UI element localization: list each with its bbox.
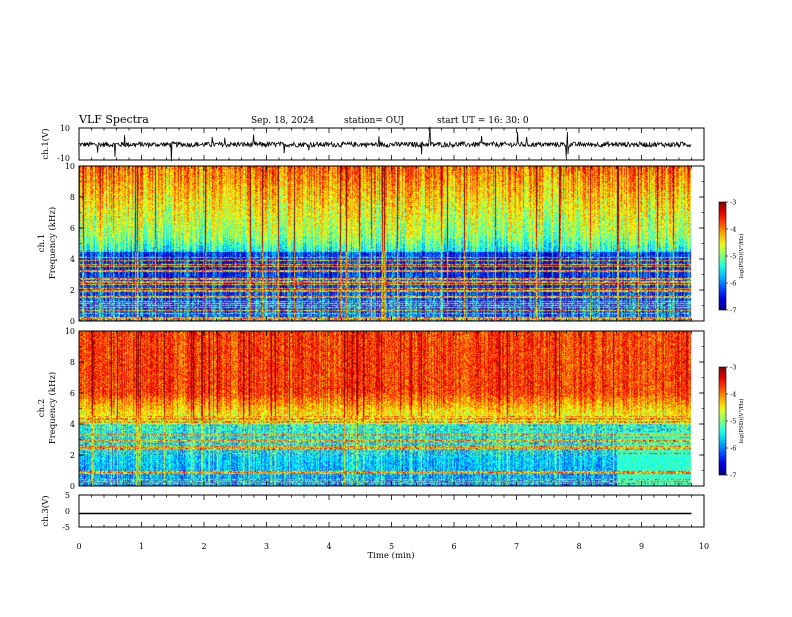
panel-ch3-waveform: 5 0 -5 ch.3(V) xyxy=(40,491,705,532)
ch3-ytick-top: 5 xyxy=(65,491,70,500)
colorbar-label: log(PSD)(V²/Hz) xyxy=(738,234,745,279)
figure-station: station= OUJ xyxy=(344,116,404,126)
x-tick-label: 0 xyxy=(76,542,81,551)
figure-title: VLF Spectra xyxy=(78,113,149,126)
x-tick-label: 6 xyxy=(451,542,456,551)
colorbar-tick-label: -5 xyxy=(730,418,736,426)
x-tick-label: 9 xyxy=(639,542,644,551)
y-tick-label: 0 xyxy=(70,317,75,326)
ch1-colorbar: -3 -4 -5 -6 -7 log(PSD)(V²/Hz) xyxy=(718,199,745,315)
ch1-spec-ylabel-channel: ch.1 xyxy=(37,234,47,252)
colorbar-tick-label: -3 xyxy=(730,199,736,207)
y-tick-label: 4 xyxy=(70,255,75,264)
ch2-spec-ylabel-frequency: Frequency (kHz) xyxy=(47,372,58,444)
panel-ch1-spectrogram: 0 2 4 6 8 10 ch.1 Frequency (kHz) xyxy=(37,162,705,326)
x-tick-label: 7 xyxy=(514,542,519,551)
ch1-waveform-line xyxy=(78,126,692,162)
colorbar-tick-label: -4 xyxy=(730,391,736,399)
y-tick-label: 8 xyxy=(70,358,75,367)
ch1-ylabel: ch.1(V) xyxy=(40,128,51,159)
x-tick-label: 2 xyxy=(201,542,206,551)
colorbar-tick-label: -6 xyxy=(730,445,736,453)
ch3-ylabel: ch.3(V) xyxy=(40,495,51,526)
y-tick-label: 2 xyxy=(70,286,75,295)
figure-start-time: start UT = 16: 30: 0 xyxy=(437,116,529,126)
ch1-ytick-bottom: -10 xyxy=(57,154,70,163)
ch1-spec-ylabel-frequency: Frequency (kHz) xyxy=(47,207,58,279)
ch3-ytick-bottom: -5 xyxy=(62,523,70,532)
x-tick-label: 8 xyxy=(576,542,581,551)
x-tick-label: 5 xyxy=(389,542,394,551)
panel-ch1-waveform: 10 -10 ch.1(V) xyxy=(40,124,705,163)
colorbar-tick-label: -5 xyxy=(730,253,736,261)
time-axis-label: Time (min) xyxy=(367,550,414,561)
colorbar-gradient xyxy=(718,201,727,311)
time-axis-ticks: 0 1 2 3 4 5 6 7 8 9 10 xyxy=(76,128,709,551)
panel-ch2-spectrogram: 0 2 4 6 8 10 ch.2 Frequency (kHz) xyxy=(37,327,705,491)
colorbar-tick-label: -7 xyxy=(730,472,736,480)
colorbar-tick-label: -7 xyxy=(730,307,736,315)
x-tick-label: 4 xyxy=(326,542,331,551)
ch2-spectrogram-yticks: 0 2 4 6 8 10 xyxy=(65,327,704,491)
figure-date: Sep. 18, 2024 xyxy=(251,116,314,126)
colorbar-tick-label: -4 xyxy=(730,226,736,234)
y-tick-label: 10 xyxy=(65,327,75,336)
y-tick-label: 2 xyxy=(70,451,75,460)
y-tick-label: 8 xyxy=(70,193,75,202)
colorbar-label: log(PSD)(V²/Hz) xyxy=(738,399,745,444)
ch2-spectrogram-canvas xyxy=(79,331,704,486)
x-tick-label: 3 xyxy=(264,542,269,551)
y-tick-label: 6 xyxy=(70,224,75,233)
ch1-ytick-top: 10 xyxy=(60,124,70,133)
colorbar-gradient xyxy=(718,366,727,476)
colorbar-tick-label: -6 xyxy=(730,280,736,288)
y-tick-label: 10 xyxy=(65,162,75,171)
ch2-colorbar: -3 -4 -5 -6 -7 log(PSD)(V²/Hz) xyxy=(718,364,745,480)
y-tick-label: 6 xyxy=(70,389,75,398)
ch1-spectrogram-yticks: 0 2 4 6 8 10 xyxy=(65,162,704,326)
ch2-spec-ylabel-channel: ch.2 xyxy=(37,399,47,417)
x-tick-label: 1 xyxy=(139,542,144,551)
colorbar-tick-label: -3 xyxy=(730,364,736,372)
y-tick-label: 0 xyxy=(70,482,75,491)
ch1-spectrogram-canvas xyxy=(79,166,704,321)
x-tick-label: 10 xyxy=(699,542,709,551)
ch3-ytick-mid: 0 xyxy=(65,507,70,516)
y-tick-label: 4 xyxy=(70,420,75,429)
